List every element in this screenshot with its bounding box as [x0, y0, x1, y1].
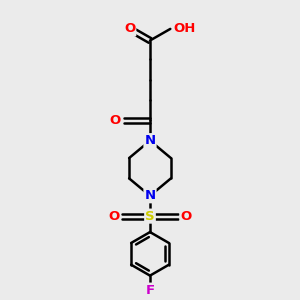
Text: OH: OH — [173, 22, 196, 35]
Text: O: O — [181, 210, 192, 223]
Text: O: O — [108, 210, 119, 223]
Text: S: S — [145, 210, 155, 223]
Text: O: O — [124, 22, 135, 35]
Text: N: N — [144, 134, 156, 147]
Text: F: F — [146, 284, 154, 297]
Text: O: O — [110, 114, 121, 127]
Text: N: N — [144, 189, 156, 202]
